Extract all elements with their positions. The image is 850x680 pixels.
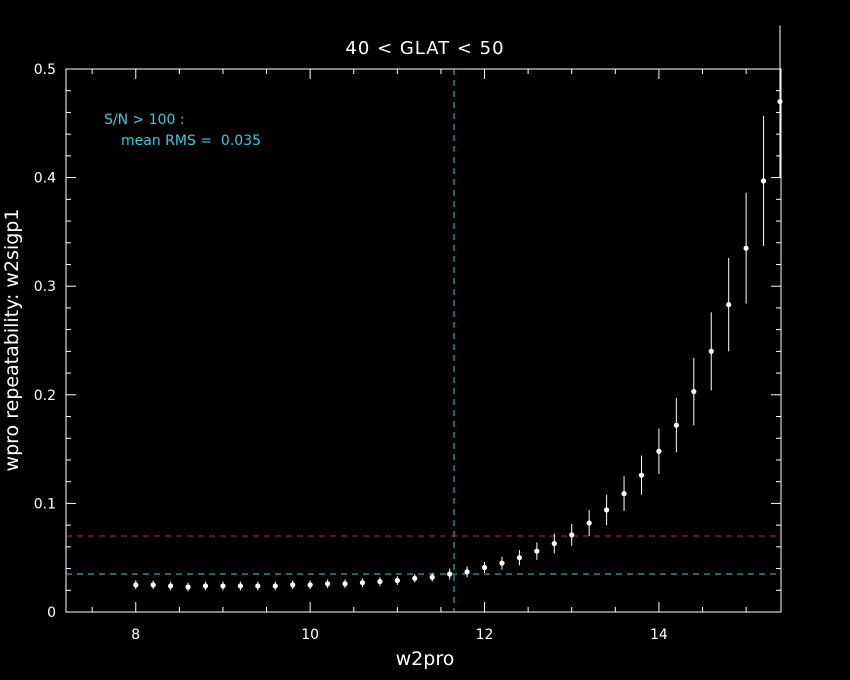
data-point: [534, 548, 540, 554]
data-point: [777, 98, 783, 105]
y-tick-label: 0.4: [34, 171, 56, 187]
x-tick-label: 12: [476, 627, 494, 643]
data-point: [638, 472, 645, 478]
data-point: [324, 581, 331, 587]
data-point: [621, 491, 627, 497]
data-point: [499, 560, 505, 566]
x-tick-label: 8: [131, 627, 140, 643]
data-point: [429, 574, 435, 580]
data-point: [412, 575, 418, 581]
data-point: [656, 448, 662, 454]
data-point: [168, 583, 174, 589]
data-point: [377, 578, 383, 585]
data-point: [708, 348, 714, 354]
data-point: [290, 582, 296, 588]
data-point: [691, 388, 697, 395]
x-tick-label: 10: [301, 627, 319, 643]
data-point: [760, 178, 767, 184]
data-point: [743, 245, 749, 251]
y-tick-label: 0.5: [34, 62, 56, 78]
y-tick-label: 0: [47, 605, 56, 621]
data-point: [237, 583, 243, 589]
data-point: [726, 302, 732, 308]
data-point: [150, 582, 156, 588]
data-point: [394, 577, 400, 584]
data-point: [220, 583, 226, 589]
annotation-sn: S/N > 100 :: [104, 112, 185, 128]
y-tick-label: 0.3: [34, 279, 56, 295]
data-point: [604, 507, 610, 513]
data-point: [133, 582, 139, 588]
y-tick-label: 0.1: [34, 496, 56, 512]
data-point: [516, 555, 523, 561]
y-axis-title: wpro repeatability: w2sigp1: [1, 209, 23, 472]
data-point: [307, 582, 313, 588]
y-tick-label: 0.2: [34, 388, 56, 404]
data-point: [342, 581, 348, 587]
data-point: [586, 520, 592, 526]
data-point: [464, 569, 470, 575]
annotation-rms: mean RMS = 0.035: [121, 133, 261, 149]
data-point: [255, 583, 261, 589]
data-point: [447, 571, 453, 577]
data-point: [551, 540, 557, 547]
chart-title: 40 < GLAT < 50: [345, 38, 504, 59]
x-axis-title: w2pro: [396, 648, 455, 670]
data-point: [272, 583, 278, 589]
data-point: [202, 583, 209, 589]
plot-frame: [65, 68, 782, 613]
data-point: [359, 580, 366, 586]
data-point: [673, 422, 679, 428]
x-tick-label: 14: [650, 627, 668, 643]
data-point: [481, 564, 488, 571]
data-point: [569, 532, 575, 538]
data-point: [185, 584, 191, 590]
